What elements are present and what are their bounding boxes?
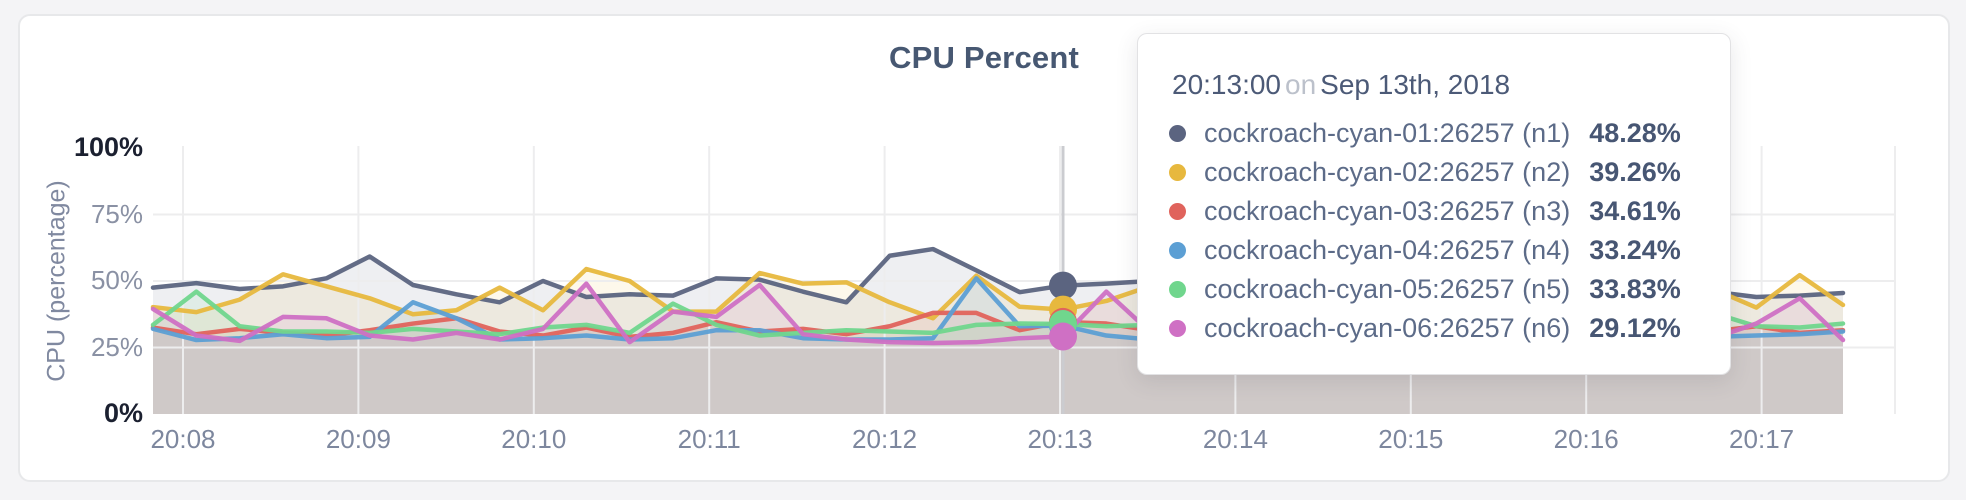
tooltip-row: cockroach-cyan-05:26257 (n5) 33.83% — [1169, 270, 1696, 309]
series-area-n6 — [153, 283, 1843, 414]
tooltip-series-value: 48.28% — [1589, 118, 1681, 148]
tooltip-series-value: 39.26% — [1589, 157, 1681, 187]
hover-dots — [1049, 271, 1077, 351]
tooltip-series-name: cockroach-cyan-05:26257 (n5) — [1204, 274, 1571, 304]
tooltip-row: cockroach-cyan-06:26257 (n6) 29.12% — [1169, 309, 1696, 348]
tooltip-series-name: cockroach-cyan-04:26257 (n4) — [1204, 235, 1571, 265]
x-tick-label: 20:17 — [1729, 424, 1795, 454]
series-color-dot-icon — [1169, 281, 1186, 298]
tooltip-series-value: 29.12% — [1589, 313, 1681, 343]
chart-title: CPU Percent — [889, 40, 1079, 75]
x-tick-label: 20:14 — [1202, 424, 1268, 454]
y-tick-label: 100% — [73, 132, 143, 162]
y-tick-label: 50% — [90, 265, 143, 295]
x-tick-label: 20:08 — [150, 424, 216, 454]
tooltip-series-value: 33.83% — [1589, 274, 1681, 304]
tooltip-row: cockroach-cyan-03:26257 (n3) 34.61% — [1169, 192, 1696, 231]
series-color-dot-icon — [1169, 203, 1186, 220]
x-tick-label: 20:09 — [325, 424, 391, 454]
hover-dot-n1 — [1049, 271, 1077, 300]
y-tick-label: 0% — [103, 398, 143, 428]
tooltip-header: 20:13:00 on Sep 13th, 2018 — [1172, 70, 1696, 100]
tooltip-series-value: 33.24% — [1589, 235, 1681, 265]
series-color-dot-icon — [1169, 242, 1186, 259]
tooltip-row: cockroach-cyan-04:26257 (n4) 33.24% — [1169, 231, 1696, 270]
y-tick-label: 75% — [90, 198, 143, 229]
series-area-n5 — [153, 291, 1843, 414]
tooltip-row: cockroach-cyan-02:26257 (n2) 39.26% — [1169, 153, 1696, 192]
x-tick-label: 20:16 — [1553, 424, 1619, 454]
tooltip-series-name: cockroach-cyan-06:26257 (n6) — [1204, 313, 1571, 343]
x-tick-label: 20:13 — [1027, 424, 1093, 454]
chart-tooltip: 20:13:00 on Sep 13th, 2018 cockroach-cyan-… — [1137, 33, 1731, 375]
y-tick-label: 25% — [90, 331, 143, 362]
x-tick-label: 20:15 — [1378, 424, 1444, 454]
tooltip-series-name: cockroach-cyan-03:26257 (n3) — [1204, 196, 1571, 226]
tooltip-row: cockroach-cyan-01:26257 (n1) 48.28% — [1169, 114, 1696, 153]
series-color-dot-icon — [1169, 320, 1186, 337]
x-tick-label: 20:10 — [501, 424, 567, 454]
series-area-n4 — [153, 278, 1843, 414]
x-tick-label: 20:11 — [677, 424, 741, 454]
tooltip-rows: cockroach-cyan-01:26257 (n1) 48.28% cockro… — [1169, 114, 1696, 348]
tooltip-time: 20:13:00 — [1172, 69, 1281, 100]
hover-dot-n6 — [1049, 322, 1077, 351]
series-color-dot-icon — [1169, 125, 1186, 142]
tooltip-date: Sep 13th, 2018 — [1320, 69, 1511, 100]
tooltip-series-name: cockroach-cyan-02:26257 (n2) — [1204, 157, 1571, 187]
series-color-dot-icon — [1169, 164, 1186, 181]
tooltip-series-name: cockroach-cyan-01:26257 (n1) — [1204, 118, 1571, 148]
tooltip-series-value: 34.61% — [1589, 196, 1681, 226]
x-tick-label: 20:12 — [852, 424, 918, 454]
tooltip-on-word: on — [1285, 69, 1317, 100]
